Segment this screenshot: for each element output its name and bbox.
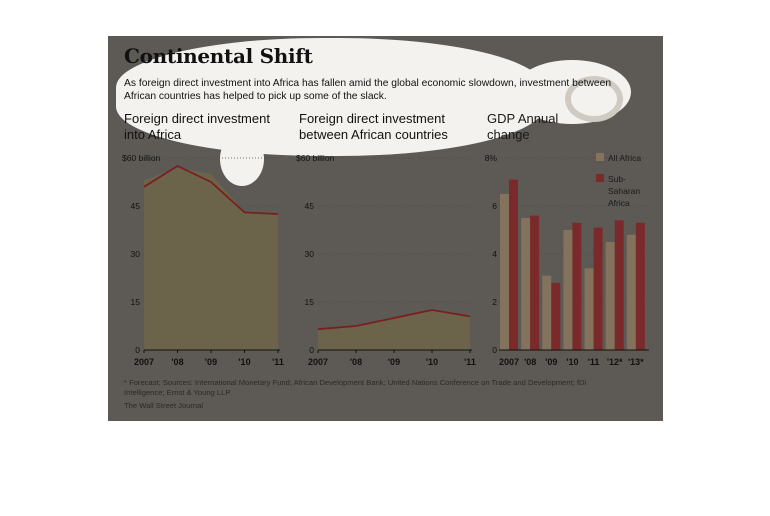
fdi-into-africa-ytick: $60 billion [122, 153, 161, 163]
fdi-into-africa-ytick: 30 [131, 249, 141, 259]
gdp-bar-sub-saharan [593, 227, 603, 350]
gdp-xtick: '12* [607, 357, 623, 367]
legend-swatch-all-africa [596, 153, 604, 161]
gdp-xtick: '11 [588, 357, 600, 367]
fdi-between-african-xtick: '08 [350, 357, 362, 367]
legend-label-all-africa: All Africa [608, 153, 641, 163]
gdp-bar-all-africa [563, 230, 573, 350]
fdi-between-african-xtick: '10 [426, 357, 438, 367]
legend-label-sub-saharan: Saharan [608, 186, 640, 196]
fdi-between-african-area [318, 310, 470, 350]
fdi-into-africa-area [144, 167, 278, 350]
fdi-into-africa-xtick: '10 [238, 357, 250, 367]
gdp-bar-all-africa [584, 268, 594, 350]
fdi-between-african-xtick: 2007 [308, 357, 328, 367]
fdi-into-africa-line [143, 164, 279, 215]
gdp-ytick: 8% [485, 153, 498, 163]
chart-title: Continental Shift [124, 44, 313, 68]
gdp-ytick: 6 [492, 201, 497, 211]
fdi-into-africa-xtick: '09 [205, 357, 217, 367]
fdi-between-african-line [317, 309, 471, 331]
gdp-bar-sub-saharan [572, 222, 582, 350]
legend-label-sub-saharan: Africa [608, 198, 630, 208]
gdp-bar-all-africa [542, 275, 552, 350]
highlight-blob [228, 44, 538, 144]
fdi-between-african-ytick: $60 billion [296, 153, 335, 163]
gdp-bar-all-africa [626, 234, 636, 350]
fdi-into-africa-xtick: 2007 [134, 357, 154, 367]
fdi-into-africa-xtick: '08 [171, 357, 183, 367]
gdp-bar-all-africa [521, 218, 531, 350]
chart-card: Continental Shift As foreign direct inve… [108, 36, 663, 421]
gdp-ytick: 2 [492, 297, 497, 307]
gdp-bar-sub-saharan [551, 282, 561, 350]
fdi-between-african-xtick: '09 [388, 357, 400, 367]
gdp-xtick: '09 [545, 357, 557, 367]
gdp-xtick: 2007 [499, 357, 519, 367]
panel1-title: Foreign direct investment into Africa [124, 111, 270, 142]
legend-label-sub-saharan: Sub- [608, 174, 626, 184]
gdp-bar-all-africa [605, 242, 615, 350]
gdp-bar-sub-saharan [635, 222, 645, 350]
gdp-bar-sub-saharan [530, 215, 540, 350]
fdi-into-africa-ytick: 0 [135, 345, 140, 355]
gdp-bar-sub-saharan [509, 179, 518, 350]
fdi-into-africa-ytick: 45 [131, 201, 141, 211]
footnote: * Forecast; Sources: International Monet… [124, 378, 587, 397]
panel3-title: GDP Annual change [487, 111, 559, 142]
gdp-xtick: '13* [628, 357, 644, 367]
fdi-between-african-ytick: 0 [309, 345, 314, 355]
legend-swatch-sub-saharan [596, 174, 604, 182]
fdi-between-african-xtick: '11 [464, 357, 476, 367]
gdp-ytick: 4 [492, 249, 497, 259]
fdi-between-african-ytick: 45 [305, 201, 315, 211]
panel2-title: Foreign direct investment between Africa… [299, 111, 448, 142]
fdi-into-africa-ytick: 15 [131, 297, 141, 307]
gdp-ytick: 0 [492, 345, 497, 355]
highlight-ring [571, 82, 617, 116]
gdp-xtick: '08 [524, 357, 536, 367]
credit: The Wall Street Journal [124, 401, 204, 410]
gdp-xtick: '10 [566, 357, 578, 367]
highlight-blob [220, 132, 264, 186]
gdp-bar-all-africa [500, 194, 509, 350]
fdi-between-african-ytick: 30 [305, 249, 315, 259]
fdi-into-africa-xtick: '11 [272, 357, 284, 367]
gdp-bar-sub-saharan [614, 220, 624, 350]
chart-subtitle: As foreign direct investment into Africa… [124, 78, 612, 103]
fdi-between-african-ytick: 15 [305, 297, 315, 307]
